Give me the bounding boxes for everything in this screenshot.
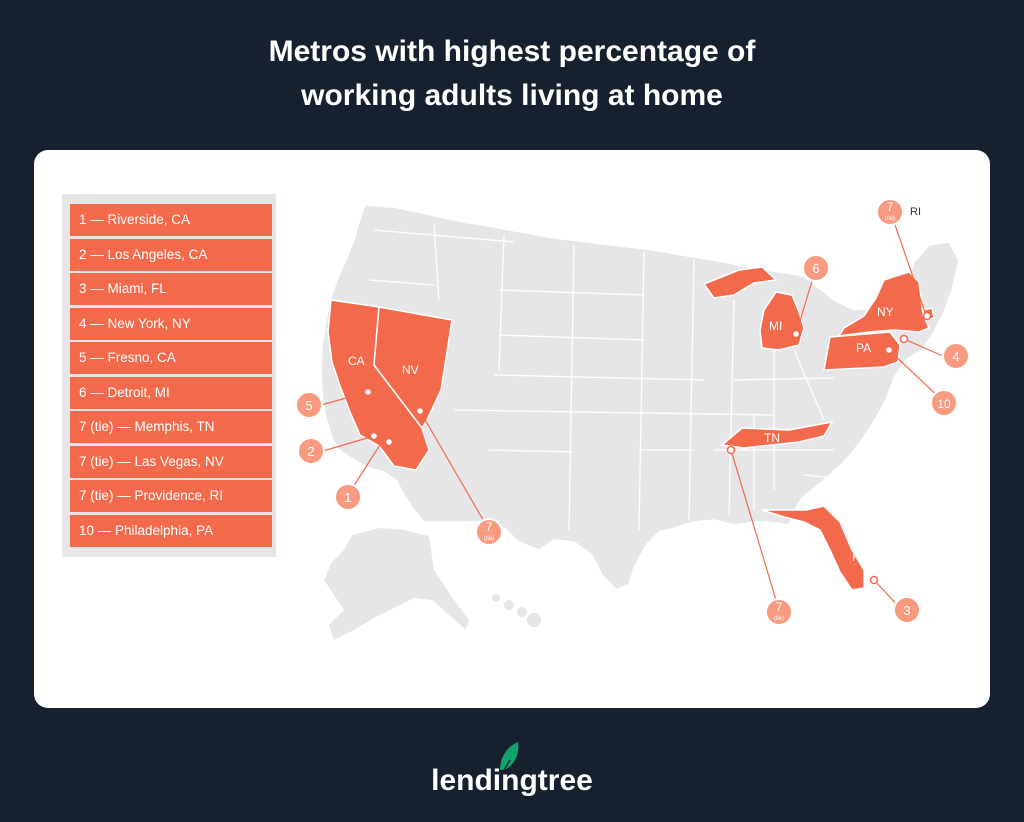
legend-item-2: 2 — Los Angeles, CA	[70, 238, 272, 271]
hawaii	[492, 594, 541, 627]
legend-item-7: 7 (tie) — Memphis, TN	[70, 411, 272, 443]
label-nv: NV	[402, 363, 419, 377]
label-mi: MI	[769, 319, 782, 333]
marker-2-circle	[297, 437, 325, 465]
state-tennessee	[720, 420, 834, 449]
title-line-1: Metros with highest percentage of	[268, 35, 756, 68]
marker-6-circle	[802, 254, 830, 282]
dot-philadelphia	[884, 345, 894, 355]
label-fl: FL	[852, 550, 866, 564]
marker-7-memphis: 7	[776, 600, 783, 614]
marker-3: 3	[903, 603, 910, 618]
map-card: CA NV MI NY PA TN FL RI	[34, 150, 990, 708]
dot-las-vegas	[415, 406, 425, 416]
legend-item-8: 7 (tie) — Las Vegas, NV	[70, 445, 272, 478]
title-line-2: working adults living at home	[301, 79, 723, 112]
dot-memphis	[726, 445, 736, 455]
marker-7-providence-tie: (tie)	[885, 216, 895, 222]
marker-7-vegas: 7	[486, 520, 493, 534]
label-pa: PA	[856, 341, 871, 355]
highlighted-states	[327, 266, 935, 591]
us-map: CA NV MI NY PA TN FL RI	[295, 198, 970, 640]
label-ri: RI	[910, 206, 921, 218]
marker-7-vegas-circle	[475, 518, 503, 546]
alaska	[324, 528, 469, 640]
marker-5-circle	[295, 391, 323, 419]
rank-markers: 5 2 1 7 (tie) 6 7 (tie) 4 10 7 (tie) 3	[295, 198, 970, 626]
brand-name: lendingtree	[431, 764, 593, 797]
marker-4: 4	[952, 349, 959, 364]
city-dots	[363, 311, 932, 585]
marker-10-circle	[930, 389, 958, 417]
dot-detroit	[791, 329, 801, 339]
state-new-york	[837, 271, 930, 337]
marker-7-memphis-tie: (tie)	[774, 616, 784, 622]
marker-7-memphis-circle	[765, 598, 793, 626]
state-pennsylvania	[823, 331, 901, 371]
marker-2: 2	[307, 444, 314, 459]
dot-fresno	[363, 387, 373, 397]
marker-4-circle	[942, 342, 970, 370]
legend-item-3: 3 — Miami, FL	[70, 273, 272, 305]
dot-miami	[869, 575, 879, 585]
us-mainland	[320, 204, 960, 591]
marker-3-circle	[893, 596, 921, 624]
marker-7-vegas-tie: (tie)	[484, 536, 494, 542]
marker-10: 10	[937, 397, 951, 411]
dot-riverside	[384, 437, 394, 447]
legend-item-1: 1 — Riverside, CA	[70, 204, 272, 236]
leader-lines	[320, 209, 945, 611]
dot-los-angeles	[369, 431, 379, 441]
marker-5: 5	[305, 398, 312, 413]
dot-new-york	[899, 334, 909, 344]
label-ny: NY	[877, 305, 894, 319]
legend-item-6: 6 — Detroit, MI	[70, 376, 272, 409]
marker-1-circle	[334, 483, 362, 511]
label-tn: TN	[764, 431, 780, 445]
lendingtree-logo: lendingtree	[431, 742, 593, 797]
state-nevada	[373, 306, 453, 430]
legend-item-4: 4 — New York, NY	[70, 307, 272, 340]
marker-6: 6	[812, 261, 819, 276]
state-michigan-upper	[702, 266, 778, 299]
label-ca: CA	[348, 354, 365, 368]
marker-1: 1	[344, 490, 351, 505]
page-title: Metros with highest percentage of workin…	[0, 30, 1024, 118]
legend-item-5: 5 — Fresno, CA	[70, 342, 272, 374]
leaf-icon	[500, 742, 519, 770]
dot-providence	[922, 311, 932, 321]
legend-item-9: 7 (tie) — Providence, RI	[70, 480, 272, 512]
legend-item-10: 10 — Philadelphia, PA	[70, 514, 272, 547]
marker-7-providence: 7	[887, 200, 894, 214]
marker-7-providence-circle	[876, 198, 904, 226]
state-florida	[761, 505, 865, 591]
legend: 1 — Riverside, CA 2 — Los Angeles, CA 3 …	[62, 194, 276, 557]
